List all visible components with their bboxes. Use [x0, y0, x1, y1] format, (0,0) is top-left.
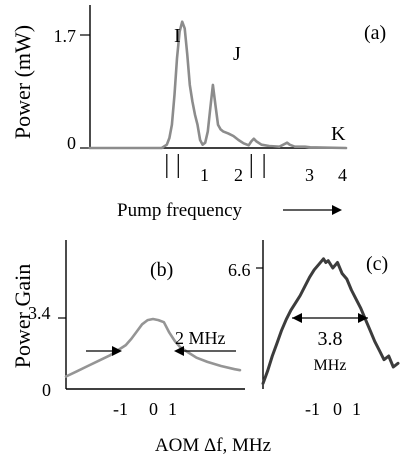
- panel-c-xtick-m1: -1: [305, 399, 320, 419]
- panel-c-width-value: 3.8: [318, 328, 343, 350]
- peak-label-i: I: [174, 25, 181, 47]
- panel-c-tag: (c): [366, 253, 388, 275]
- panel-b-xtick-0: 0: [149, 399, 158, 419]
- panel-b-ytick-label-zero: 0: [42, 380, 51, 400]
- panel-b-xtick-m1: -1: [113, 399, 128, 419]
- panel-c: 6.6 (c) 3.8 MHz -1 0 1: [228, 240, 400, 419]
- panel-c-right-arrow-icon: [358, 313, 368, 323]
- panel-c-ytick-label-top: 6.6: [228, 260, 251, 280]
- marker-label-1: 1: [200, 165, 209, 185]
- panel-b: 3.4 0 (b) 2 MHz -1 0 1: [28, 240, 245, 419]
- panel-a-ylabel: Power (mW): [10, 25, 35, 139]
- panel-c-trace: [261, 257, 400, 385]
- marker-label-3: 3: [305, 165, 314, 185]
- panel-bc-xlabel: AOM Δf, MHz: [155, 435, 271, 456]
- pump-arrow-head-icon: [332, 205, 342, 215]
- panel-a-ytick-label-top: 1.7: [54, 26, 77, 46]
- panel-bc-ylabel: Power Gain: [10, 264, 35, 368]
- panel-b-trace: [64, 317, 242, 378]
- panel-c-left-arrow-icon: [292, 313, 302, 323]
- panel-b-tag: (b): [150, 259, 173, 281]
- panel-a-ytick-label-zero: 0: [67, 133, 76, 153]
- panel-b-left-arrow-icon: [112, 346, 122, 356]
- marker-label-4: 4: [338, 165, 347, 185]
- panel-c-xtick-0: 0: [333, 399, 342, 419]
- panel-c-width-unit: MHz: [314, 357, 347, 374]
- panel-b-width-label: 2 MHz: [175, 328, 226, 348]
- panel-c-xtick-1: 1: [352, 399, 361, 419]
- peak-label-k: K: [331, 123, 346, 145]
- panel-a: Power (mW) 1.7 0 (a) I J K 1 2 3 4 Pump …: [10, 5, 386, 221]
- peak-label-j: J: [233, 43, 241, 65]
- panel-b-xtick-1: 1: [168, 399, 177, 419]
- panel-a-trace: [88, 20, 348, 150]
- panel-b-ytick-label-top: 3.4: [28, 303, 51, 323]
- marker-label-2: 2: [234, 165, 243, 185]
- panel-b-right-arrow-icon: [174, 346, 184, 356]
- panel-a-xlabel: Pump frequency: [117, 200, 243, 221]
- panel-a-tag: (a): [364, 22, 386, 44]
